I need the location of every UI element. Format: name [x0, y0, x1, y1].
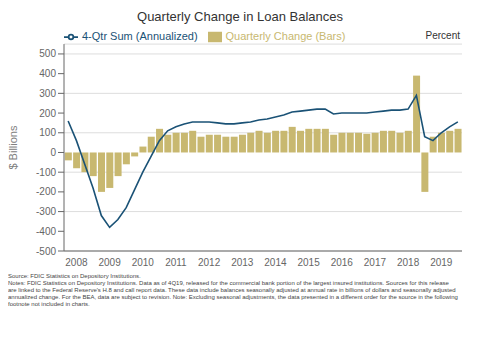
- svg-text:-300: -300: [36, 206, 56, 217]
- svg-text:0: 0: [50, 147, 56, 158]
- html-text:Percent: Percent: [425, 30, 460, 41]
- svg-text:2018: 2018: [397, 257, 420, 268]
- html-text:Notes: FDIC Statistics on Depo: Notes: FDIC Statistics on Depository Ins…: [8, 280, 449, 286]
- svg-text:-200: -200: [36, 186, 56, 197]
- svg-text:2013: 2013: [231, 257, 254, 268]
- svg-text:2010: 2010: [132, 257, 155, 268]
- svg-text:2017: 2017: [364, 257, 387, 268]
- html-text:footnote not included in chart: footnote not included in charts.: [8, 301, 90, 307]
- svg-text:2015: 2015: [297, 257, 320, 268]
- html-text:annualized change. For the BEA: annualized change. For the BEA, data are…: [8, 294, 458, 300]
- html-text:Quarterly Change (Bars): Quarterly Change (Bars): [225, 30, 346, 42]
- html-text:are linked to the Federal Rese: are linked to the Federal Reserve's H.8 …: [8, 287, 456, 293]
- svg-text:300: 300: [39, 88, 56, 99]
- svg-text:400: 400: [39, 68, 56, 79]
- svg-text:200: 200: [39, 108, 56, 119]
- svg-text:100: 100: [39, 127, 56, 138]
- html-text:Source: FDIC Statistics on Dep: Source: FDIC Statistics on Depository In…: [8, 273, 141, 279]
- svg-text:2009: 2009: [98, 257, 121, 268]
- svg-text:2014: 2014: [264, 257, 287, 268]
- svg-text:2012: 2012: [198, 257, 221, 268]
- svg-text:$ Billions: $ Billions: [8, 125, 19, 170]
- svg-text:-500: -500: [36, 246, 56, 257]
- svg-text:2016: 2016: [331, 257, 354, 268]
- svg-text:500: 500: [39, 48, 56, 59]
- svg-text:2019: 2019: [430, 257, 453, 268]
- svg-text:-400: -400: [36, 226, 56, 237]
- html-text:Quarterly Change in Loan Balan: Quarterly Change in Loan Balances: [137, 9, 343, 24]
- svg-text:2008: 2008: [65, 257, 88, 268]
- svg-text:-100: -100: [36, 167, 56, 178]
- svg-text:2011: 2011: [165, 257, 187, 268]
- html-text:4-Qtr Sum (Annualized): 4-Qtr Sum (Annualized): [82, 30, 198, 42]
